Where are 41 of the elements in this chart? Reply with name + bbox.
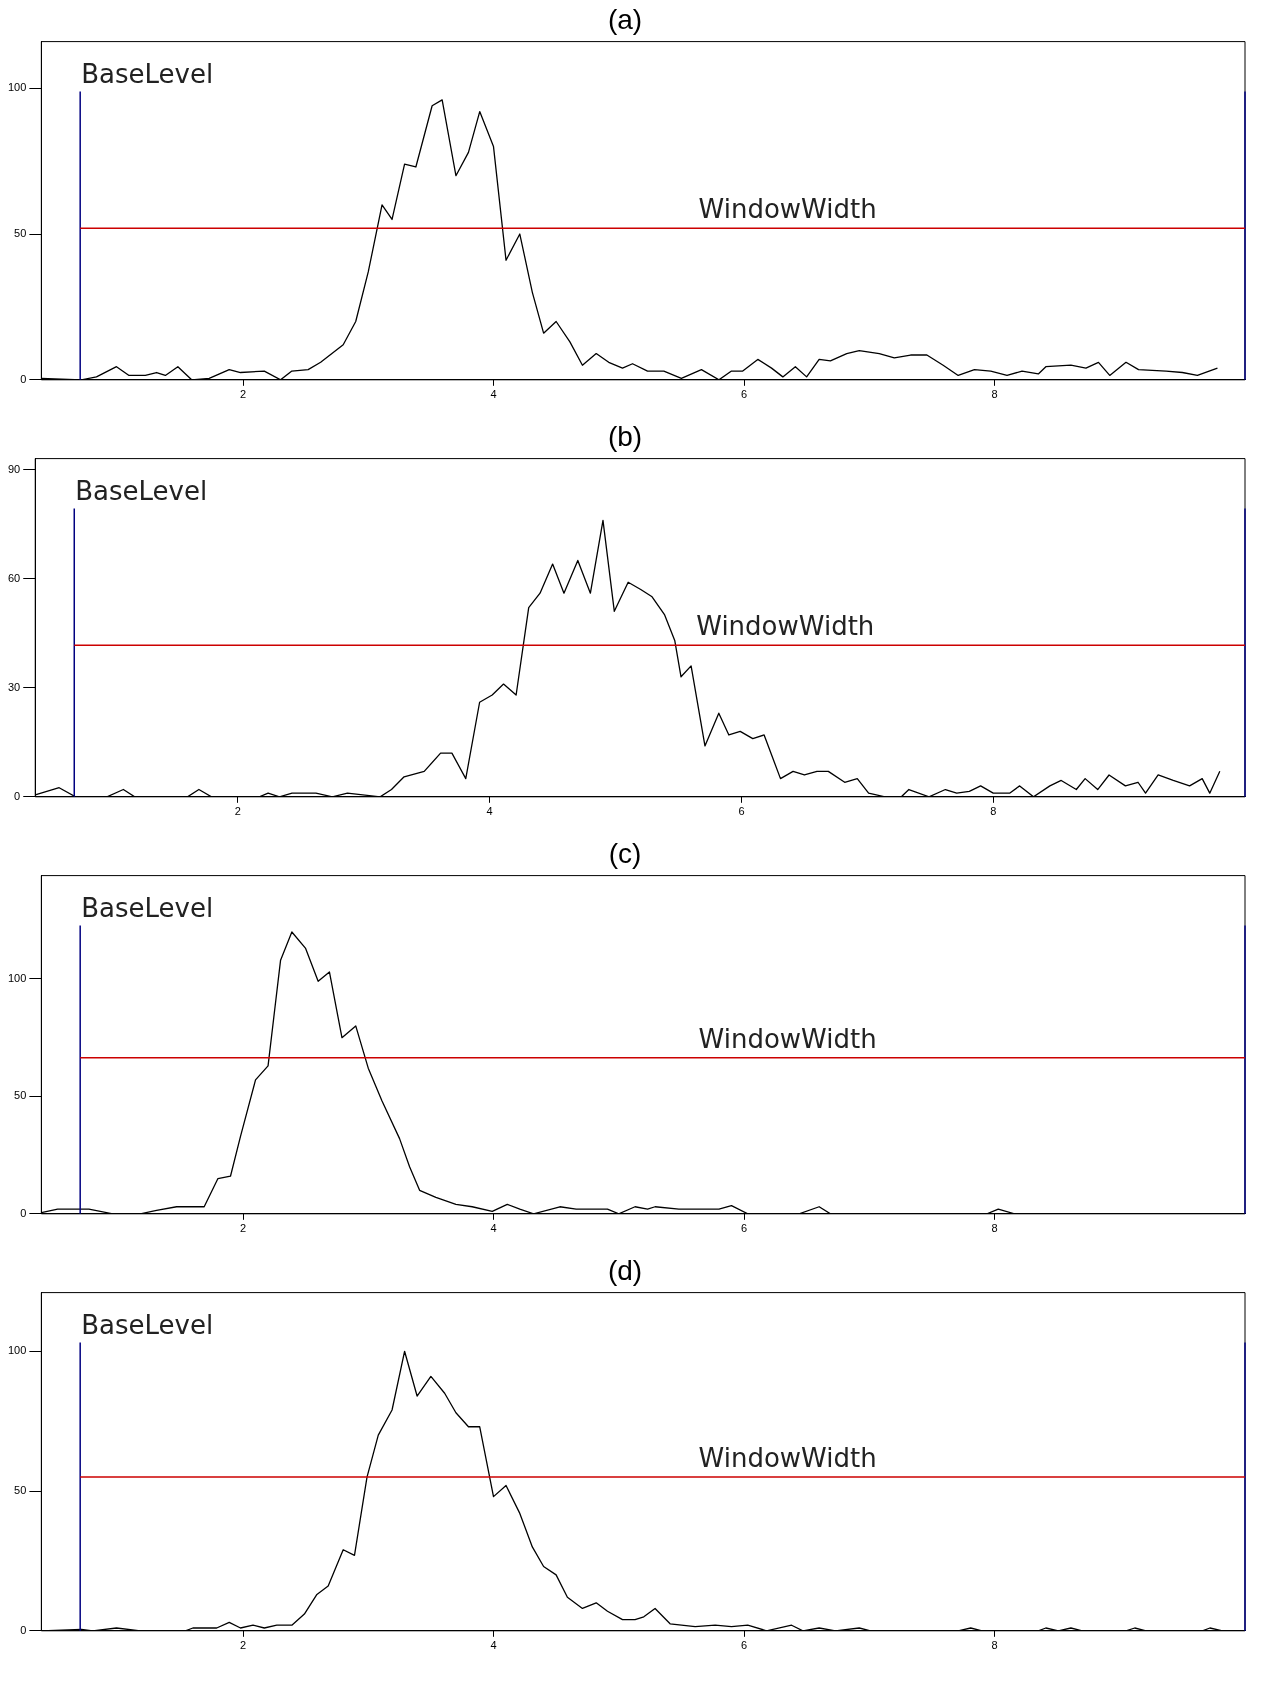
x-tick-label: 8 [991,1222,998,1235]
y-tick-label: 90 [7,462,21,475]
x-tick-label: 2 [239,388,247,401]
chart-title: (a) [607,3,643,35]
ref-line-label: WindowWidth [698,193,877,224]
chart-title: (c) [608,837,642,869]
x-tick-label: 4 [490,388,497,401]
ref-line-label: BaseLevel [81,893,214,924]
ref-line-label: BaseLevel [75,476,208,507]
x-tick-label: 4 [490,1222,497,1235]
chart-title: (d) [607,1254,643,1286]
y-tick-label: 60 [7,571,21,584]
y-tick-label: 0 [20,1623,27,1636]
y-tick-label: 50 [14,227,27,240]
y-tick-label: 0 [20,1206,27,1219]
x-tick-label: 2 [239,1639,247,1652]
y-tick-label: 100 [7,1344,27,1357]
x-tick-label: 4 [486,805,493,818]
x-tick-label: 8 [990,805,997,818]
y-tick-label: 30 [7,680,21,693]
y-tick-label: 50 [14,1484,27,1497]
x-tick-label: 8 [991,388,998,401]
y-tick-label: 0 [20,372,27,385]
ref-line-label: WindowWidth [698,1442,877,1473]
y-tick-label: 100 [7,81,27,94]
x-tick-label: 6 [740,388,748,401]
y-tick-label: 50 [14,1089,27,1102]
ref-line-label: BaseLevel [81,1310,214,1341]
ref-line-label: WindowWidth [696,610,875,641]
y-tick-label: 0 [14,789,21,802]
x-tick-label: 6 [740,1639,748,1652]
y-tick-label: 100 [7,971,27,984]
x-tick-label: 4 [490,1639,497,1652]
ref-line-label: WindowWidth [698,1023,877,1054]
chart-title: (b) [607,420,643,452]
x-tick-label: 2 [239,1222,247,1235]
x-tick-label: 6 [738,805,745,818]
ref-line-label: BaseLevel [81,59,214,90]
x-tick-label: 8 [991,1639,998,1652]
x-tick-label: 6 [740,1222,748,1235]
x-tick-label: 2 [234,805,241,818]
